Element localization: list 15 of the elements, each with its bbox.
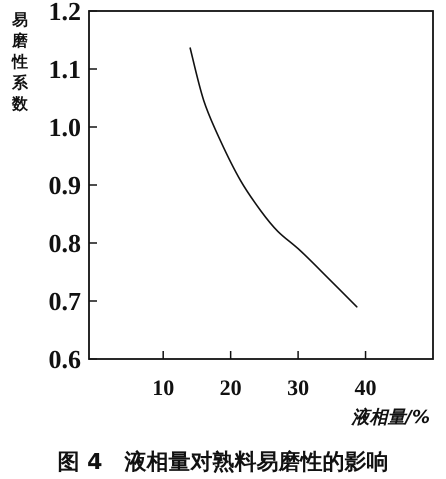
y-axis-title: 易磨性系数 [11, 10, 29, 113]
x-tick-label: 10 [152, 375, 174, 400]
x-axis-title: 液相量/% [350, 407, 430, 428]
line-series [189, 47, 358, 308]
x-tick-label: 20 [220, 375, 242, 400]
x-tick-label: 30 [287, 375, 310, 400]
x-tick-label: 40 [354, 375, 377, 400]
y-tick-label: 1.2 [48, 0, 81, 26]
y-tick-label: 0.7 [48, 287, 81, 316]
y-tick-label: 0.6 [48, 345, 81, 374]
y-tick-label: 1.1 [48, 55, 81, 84]
y-tick-label: 1.0 [48, 113, 81, 142]
y-tick-label: 0.8 [48, 229, 81, 258]
text: 图 4 液相量对熟料易磨性的影响 [58, 449, 388, 475]
y-tick-label: 0.9 [48, 171, 81, 200]
